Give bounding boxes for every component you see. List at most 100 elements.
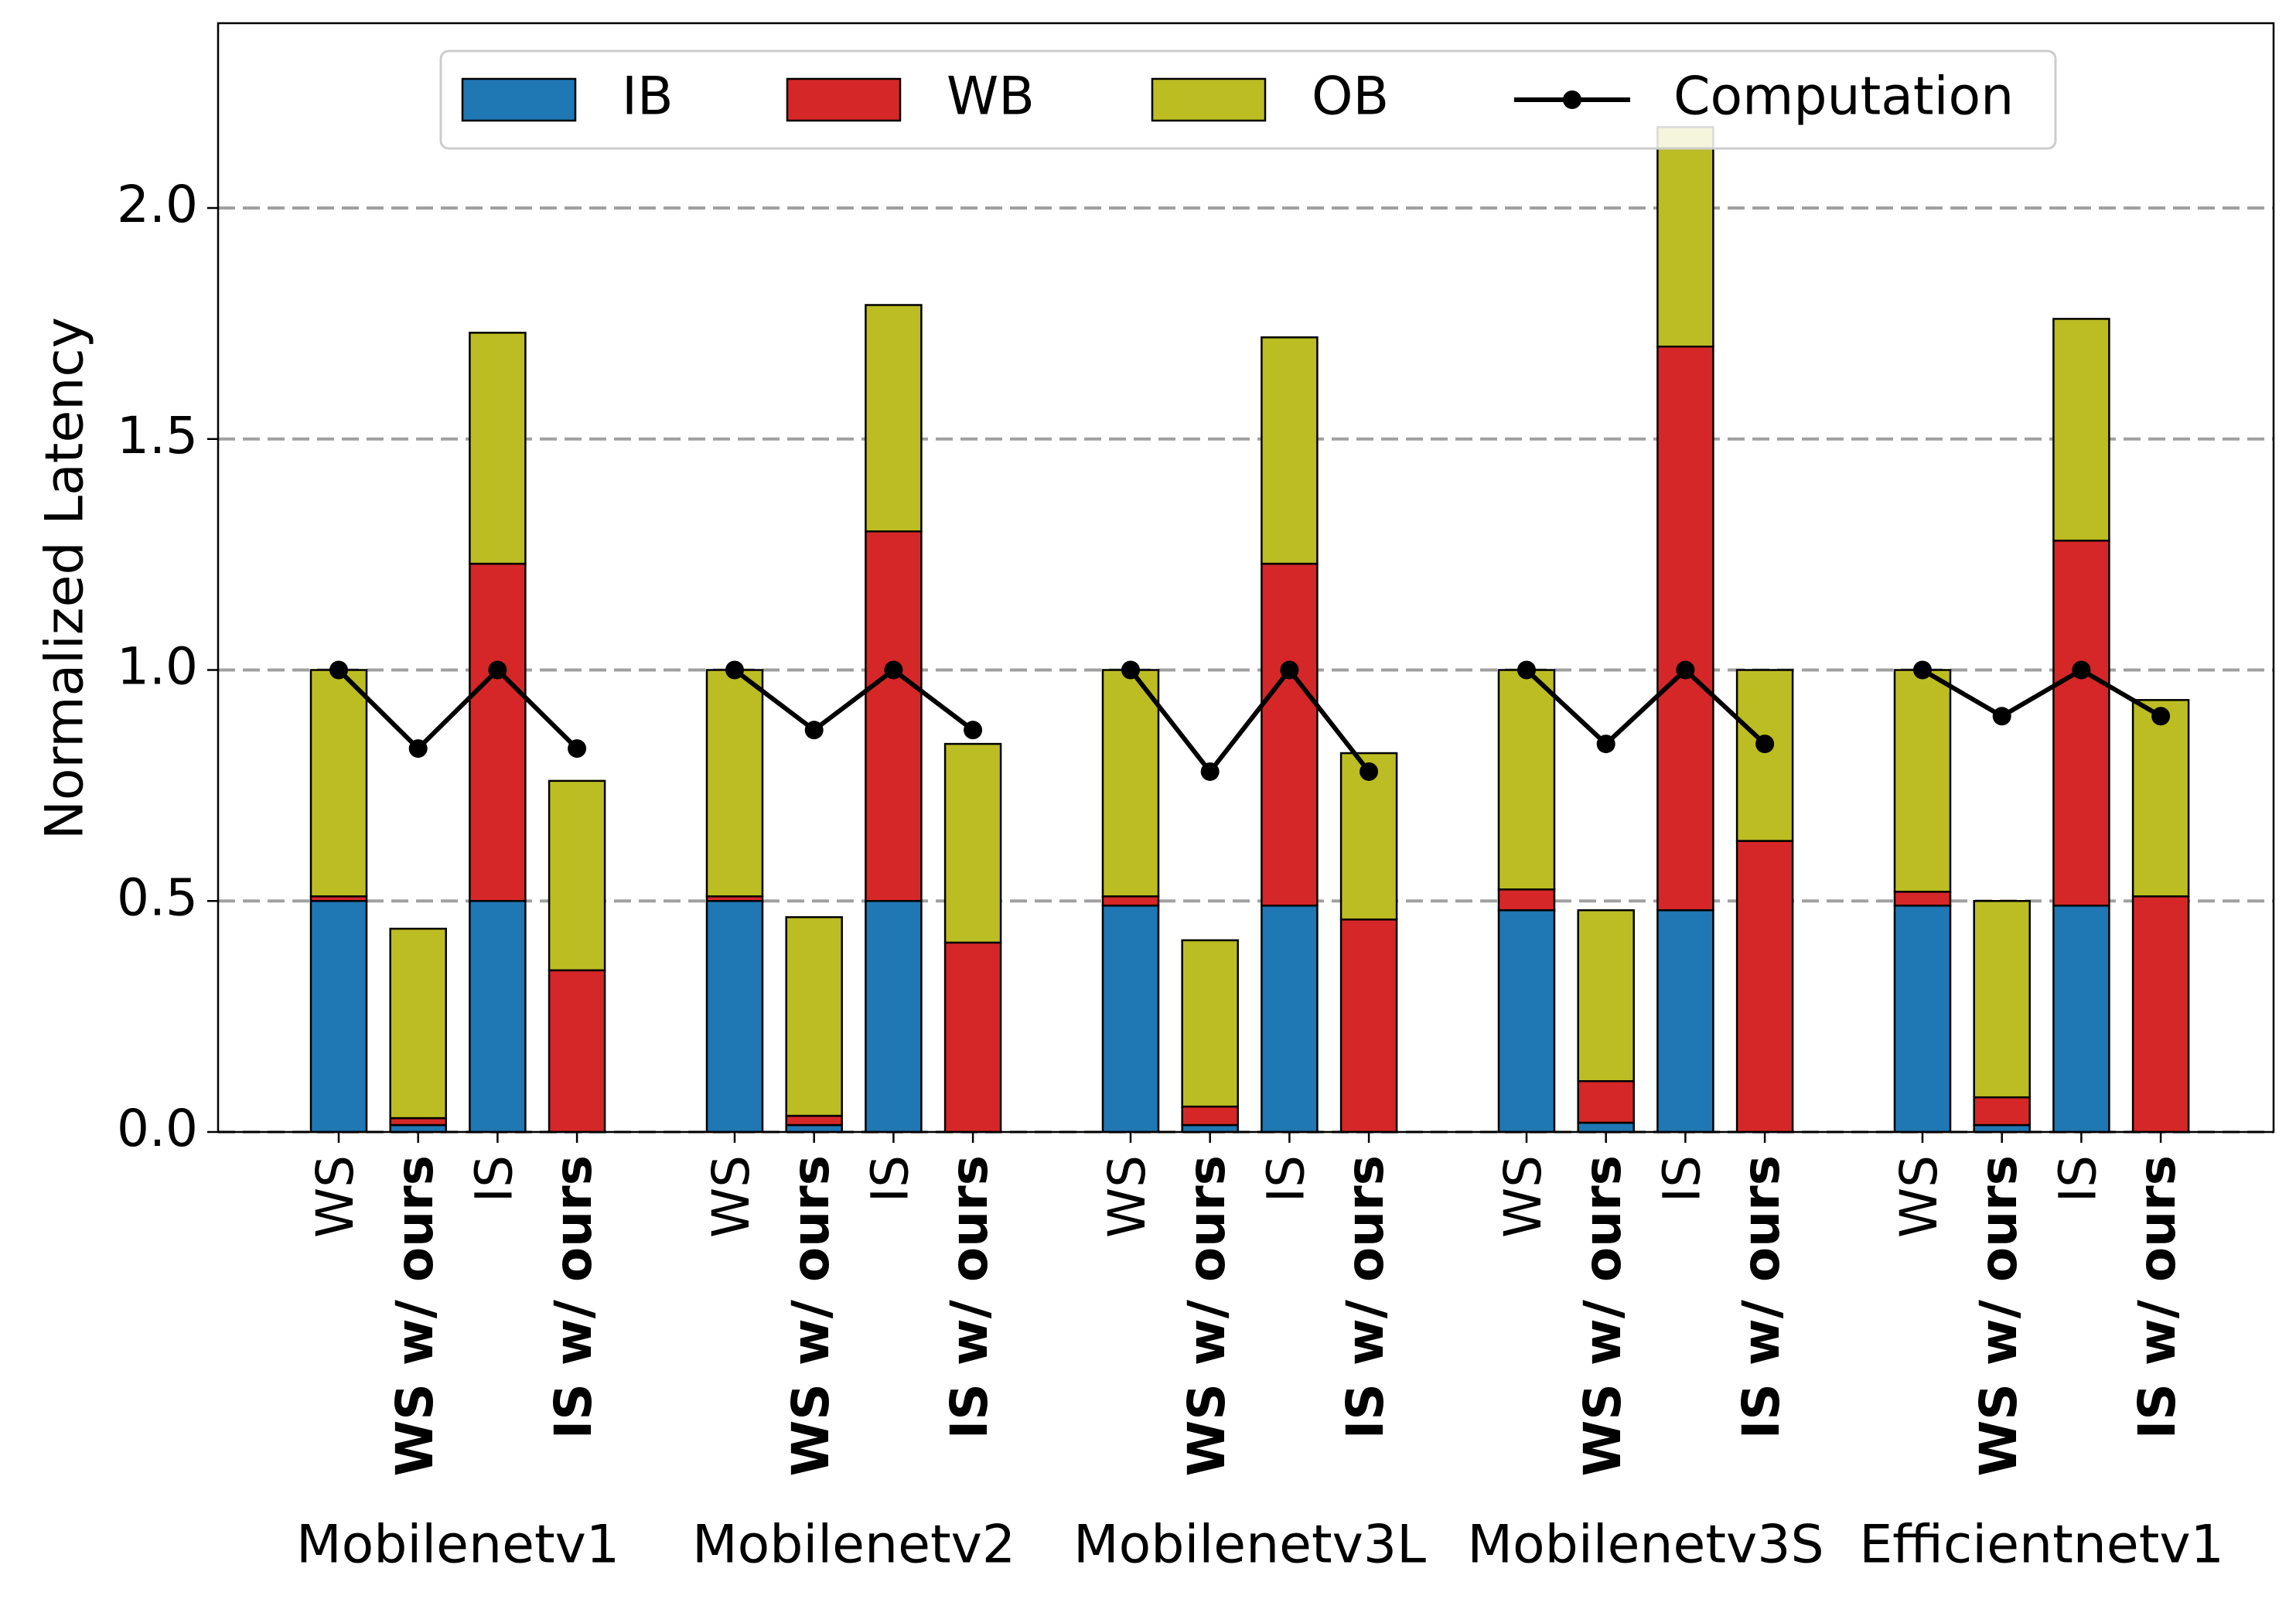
- bar-segment-ob: [1735, 669, 1794, 842]
- bars: [309, 126, 2190, 1134]
- computation-line: [1128, 666, 1371, 776]
- bar-label: IS w/ ours: [1731, 1155, 1791, 1439]
- bar-segment-ob: [309, 669, 368, 898]
- computation-line: [1524, 667, 1767, 748]
- y-tick-label: 0.0: [117, 1099, 198, 1158]
- legend-marker-computation: [1563, 90, 1581, 109]
- bar-label: WS: [305, 1155, 365, 1238]
- bar-segment-ob: [2052, 318, 2110, 542]
- bar-segment-ib: [1261, 904, 1319, 1134]
- computation-point: [1913, 660, 1932, 680]
- bar-segment-ob: [1893, 669, 1952, 893]
- group-label: Mobilenetv3L: [1073, 1515, 1426, 1576]
- bar-label: WS w/ ours: [1177, 1155, 1237, 1477]
- bar-segment-ob: [1101, 669, 1160, 898]
- bar-segment-wb: [1577, 1080, 1635, 1124]
- legend-label: Computation: [1673, 66, 2014, 128]
- computation-point: [408, 739, 428, 759]
- computation-line: [1921, 667, 2162, 719]
- computation-point: [1676, 660, 1695, 680]
- bar-segment-wb: [1893, 891, 1952, 907]
- computation-line: [733, 667, 974, 733]
- bar-segment-wb: [389, 1117, 447, 1127]
- bar-label: IS w/ ours: [1336, 1155, 1395, 1439]
- plot-frame: [217, 22, 2275, 1134]
- bar-segment-ob: [785, 915, 843, 1117]
- bar-segment-wb: [469, 562, 527, 902]
- legend-swatch-ob: [1151, 77, 1267, 122]
- bar-segment-ob: [548, 779, 606, 972]
- bar-segment-wb: [1101, 895, 1160, 907]
- computation-point: [1992, 707, 2011, 726]
- bar-segment-ob: [1497, 669, 1556, 891]
- bar-segment-wb: [1656, 346, 1714, 912]
- bar-segment-ib: [705, 900, 764, 1134]
- bar-segment-ob: [705, 669, 764, 898]
- bar-label: WS: [1889, 1155, 1949, 1238]
- y-tick-label: 1.5: [117, 406, 198, 465]
- bar-segment-wb: [1339, 918, 1398, 1134]
- computation-point: [804, 721, 824, 740]
- computation-point: [1200, 762, 1220, 781]
- bar-segment-ib: [865, 900, 923, 1134]
- bar-segment-ib: [1181, 1123, 1239, 1134]
- bar-label: IS: [860, 1155, 919, 1202]
- bar-label: IS: [464, 1155, 524, 1202]
- group-label: Mobilenetv3S: [1467, 1515, 1823, 1576]
- legend-swatch-ib: [461, 77, 577, 122]
- legend-label: WB: [947, 66, 1035, 128]
- bar-segment-ob: [389, 927, 447, 1120]
- bar-segment-wb: [1181, 1105, 1239, 1127]
- bar-segment-wb: [2052, 539, 2110, 907]
- computation-point: [2151, 707, 2171, 726]
- computation-point: [2072, 660, 2091, 680]
- bar-segment-ob: [1261, 336, 1319, 565]
- computation-point: [884, 660, 903, 680]
- bar-label: WS w/ ours: [1573, 1155, 1632, 1477]
- computation-point: [1280, 660, 1299, 680]
- bar-segment-ib: [1101, 904, 1160, 1134]
- bar-segment-ib: [1577, 1121, 1635, 1134]
- legend: IB WB OB Computation: [439, 49, 2057, 150]
- y-tick-label: 2.0: [117, 175, 198, 234]
- bar-label: IS w/ ours: [544, 1155, 603, 1439]
- bar-segment-ib: [1893, 904, 1952, 1134]
- bar-segment-ob: [943, 742, 1002, 944]
- bar-segment-ib: [1656, 909, 1714, 1134]
- bar-segment-ob: [1577, 909, 1635, 1082]
- bar-segment-wb: [943, 941, 1002, 1134]
- group-label: Efficientnetv1: [1859, 1515, 2224, 1576]
- bar-segment-wb: [785, 1114, 843, 1127]
- y-axis-label: Normalized Latency: [35, 317, 96, 840]
- bar-segment-ob: [1973, 900, 2031, 1099]
- bar-label: IS w/ ours: [2127, 1155, 2187, 1439]
- bar-segment-ob: [469, 332, 527, 565]
- bar-segment-wb: [2131, 895, 2190, 1134]
- bar-segment-wb: [1261, 562, 1319, 907]
- bar-segment-wb: [1735, 840, 1794, 1134]
- bar-label: WS w/ ours: [1969, 1155, 2028, 1477]
- legend-label: IB: [622, 66, 674, 128]
- computation-point: [725, 660, 744, 680]
- legend-swatch-wb: [786, 77, 902, 122]
- computation-line: [336, 667, 579, 752]
- legend-label: OB: [1312, 66, 1389, 128]
- bar-label: WS: [1493, 1155, 1553, 1238]
- bar-segment-wb: [1973, 1096, 2031, 1127]
- computation-point: [1596, 735, 1615, 754]
- computation-point: [329, 660, 348, 680]
- bar-segment-ob: [865, 304, 923, 533]
- bar-segment-wb: [865, 530, 923, 902]
- computation-point: [1755, 735, 1775, 754]
- y-tick-label: 0.5: [117, 868, 198, 927]
- bar-segment-ib: [389, 1123, 447, 1134]
- computation-point: [488, 660, 507, 680]
- computation-point: [964, 721, 983, 740]
- bar-segment-wb: [548, 969, 606, 1134]
- computation-point: [1121, 660, 1140, 680]
- bar-segment-ib: [469, 900, 527, 1134]
- bar-label: IS: [1652, 1155, 1711, 1202]
- group-label: Mobilenetv2: [692, 1515, 1015, 1576]
- bar-label: WS: [701, 1155, 761, 1238]
